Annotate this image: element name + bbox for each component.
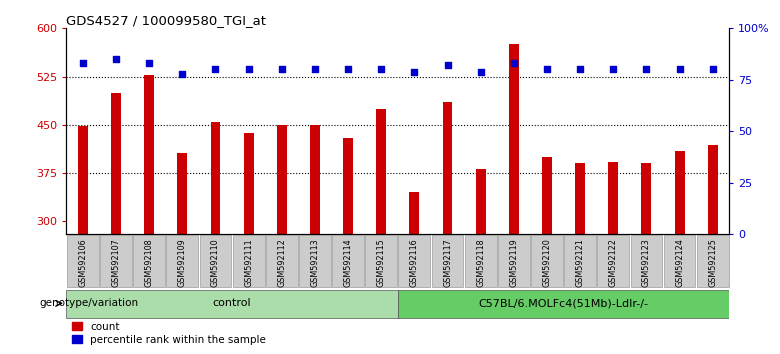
FancyBboxPatch shape: [166, 235, 198, 287]
Text: genotype/variation: genotype/variation: [40, 298, 139, 308]
FancyBboxPatch shape: [365, 235, 397, 287]
FancyBboxPatch shape: [465, 235, 497, 287]
Bar: [243, 132, 254, 234]
Point: [76, 61, 89, 66]
Point: [143, 61, 155, 66]
Point: [574, 67, 587, 72]
Bar: [78, 126, 88, 234]
Point: [640, 67, 653, 72]
Text: GSM592115: GSM592115: [377, 239, 386, 287]
FancyBboxPatch shape: [232, 235, 264, 287]
Point: [342, 67, 354, 72]
Point: [441, 63, 454, 68]
Text: GSM592122: GSM592122: [608, 239, 618, 287]
Point: [607, 67, 619, 72]
FancyBboxPatch shape: [67, 235, 99, 287]
Point: [707, 67, 719, 72]
Bar: [111, 93, 121, 234]
Bar: [542, 157, 552, 234]
Bar: [177, 153, 187, 234]
Bar: [144, 75, 154, 234]
Bar: [376, 109, 386, 234]
Point: [110, 56, 122, 62]
Text: GSM592124: GSM592124: [675, 239, 684, 287]
Bar: [575, 164, 585, 234]
Point: [176, 71, 189, 76]
FancyBboxPatch shape: [299, 235, 331, 287]
FancyBboxPatch shape: [498, 235, 530, 287]
Bar: [675, 150, 685, 234]
Point: [408, 69, 420, 74]
FancyBboxPatch shape: [200, 235, 232, 287]
Point: [275, 67, 288, 72]
Text: GSM592119: GSM592119: [509, 239, 519, 287]
Text: GSM592110: GSM592110: [211, 239, 220, 287]
Point: [309, 67, 321, 72]
Text: GSM592107: GSM592107: [112, 239, 121, 287]
Bar: [310, 125, 320, 234]
Text: GSM592116: GSM592116: [410, 239, 419, 287]
Text: GDS4527 / 100099580_TGI_at: GDS4527 / 100099580_TGI_at: [66, 14, 266, 27]
Point: [541, 67, 553, 72]
Text: control: control: [213, 298, 251, 308]
Text: GSM592123: GSM592123: [642, 239, 651, 287]
Legend: count, percentile rank within the sample: count, percentile rank within the sample: [72, 322, 266, 345]
Bar: [277, 125, 287, 234]
Point: [375, 67, 388, 72]
Text: GSM592108: GSM592108: [144, 239, 154, 287]
Text: GSM592114: GSM592114: [343, 239, 353, 287]
FancyBboxPatch shape: [399, 235, 431, 287]
Point: [508, 61, 520, 66]
Text: GSM592121: GSM592121: [576, 239, 585, 287]
FancyBboxPatch shape: [597, 235, 629, 287]
Point: [474, 69, 487, 74]
FancyBboxPatch shape: [100, 235, 132, 287]
FancyBboxPatch shape: [332, 235, 364, 287]
FancyBboxPatch shape: [66, 290, 398, 318]
Text: GSM592112: GSM592112: [277, 239, 286, 287]
Text: GSM592113: GSM592113: [310, 239, 320, 287]
Point: [243, 67, 255, 72]
Text: GSM592118: GSM592118: [476, 239, 485, 287]
Text: C57BL/6.MOLFc4(51Mb)-LdIr-/-: C57BL/6.MOLFc4(51Mb)-LdIr-/-: [479, 298, 648, 308]
FancyBboxPatch shape: [630, 235, 662, 287]
Bar: [608, 162, 619, 234]
Bar: [707, 145, 718, 234]
FancyBboxPatch shape: [133, 235, 165, 287]
FancyBboxPatch shape: [266, 235, 298, 287]
FancyBboxPatch shape: [398, 290, 729, 318]
FancyBboxPatch shape: [431, 235, 463, 287]
Bar: [641, 164, 651, 234]
Text: GSM592109: GSM592109: [178, 239, 187, 287]
Point: [673, 67, 686, 72]
Bar: [343, 138, 353, 234]
Bar: [509, 44, 519, 234]
Text: GSM592125: GSM592125: [708, 239, 718, 287]
Bar: [410, 192, 420, 234]
Text: GSM592120: GSM592120: [542, 239, 551, 287]
Point: [209, 67, 222, 72]
FancyBboxPatch shape: [531, 235, 563, 287]
FancyBboxPatch shape: [697, 235, 729, 287]
Bar: [476, 169, 486, 234]
Text: GSM592117: GSM592117: [443, 239, 452, 287]
Text: GSM592111: GSM592111: [244, 239, 254, 287]
Bar: [211, 122, 221, 234]
FancyBboxPatch shape: [664, 235, 696, 287]
FancyBboxPatch shape: [564, 235, 596, 287]
Text: GSM592106: GSM592106: [78, 239, 87, 287]
Bar: [442, 102, 452, 234]
